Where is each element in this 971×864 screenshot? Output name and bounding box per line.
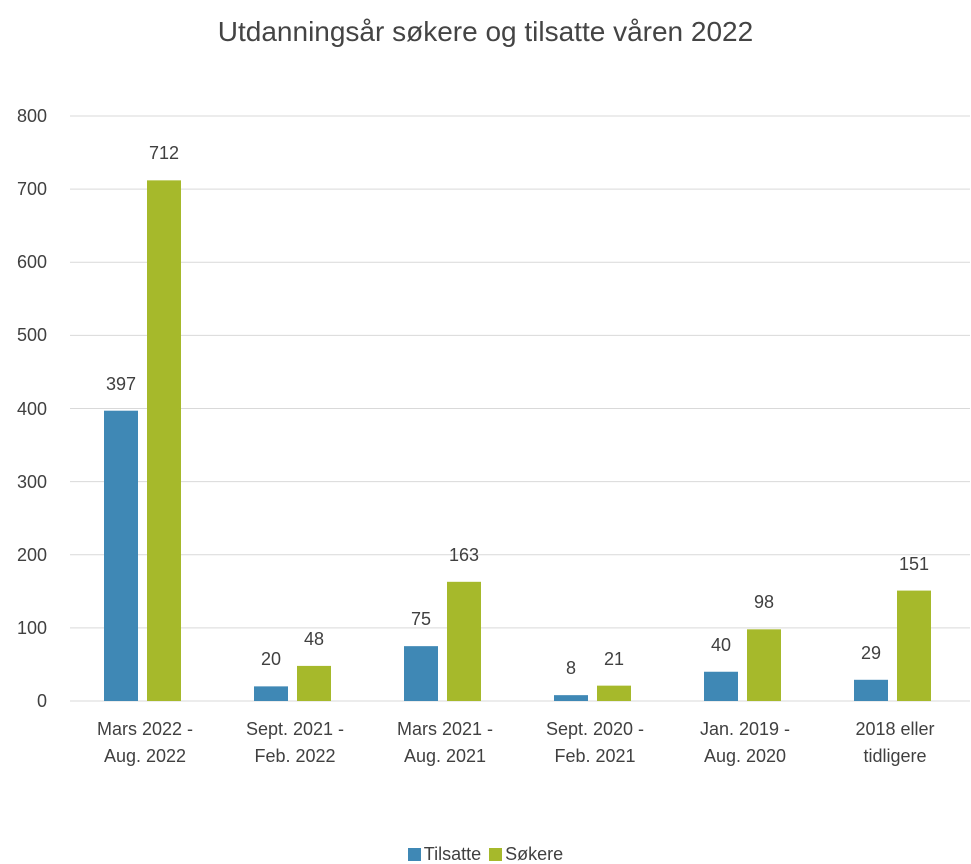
- x-tick-label: Mars 2021 - Aug. 2021: [396, 719, 494, 766]
- bar: [897, 590, 931, 701]
- y-tick-label: 400: [16, 398, 47, 419]
- data-label: 40: [710, 634, 732, 655]
- bar: [554, 695, 588, 701]
- bar: [147, 180, 181, 702]
- data-label: 163: [448, 544, 480, 565]
- bar: [254, 686, 288, 701]
- legend-swatch: [489, 848, 503, 861]
- bar: [704, 671, 738, 701]
- legend-item: Søkere: [489, 843, 563, 864]
- bar: [597, 685, 631, 701]
- x-tick-label: Jan. 2019 - Aug. 2020: [699, 719, 791, 766]
- chart-title: Utdanningsår søkere og tilsatte våren 20…: [217, 16, 754, 47]
- y-tick-label: 200: [16, 544, 47, 565]
- legend-item: Tilsatte: [407, 843, 482, 864]
- data-label: 151: [898, 553, 930, 574]
- data-label: 48: [303, 628, 325, 649]
- x-tick-label: Mars 2022 - Aug. 2022: [96, 719, 194, 766]
- data-label: 75: [410, 609, 432, 630]
- legend-label: Søkere: [505, 844, 564, 864]
- data-label: 98: [753, 592, 775, 613]
- x-tick-label: Sept. 2020 - Feb. 2021: [545, 719, 645, 766]
- bar: [404, 646, 438, 701]
- bar: [447, 581, 481, 701]
- x-tick-label: 2018 eller tidligere: [855, 719, 935, 766]
- legend: Tilsatte Søkere: [0, 843, 971, 864]
- data-label: 29: [860, 642, 882, 663]
- bar: [747, 629, 781, 701]
- bar: [297, 665, 331, 701]
- y-tick-label: 0: [36, 691, 47, 711]
- data-label: 8: [565, 658, 576, 679]
- y-tick-label: 700: [16, 179, 47, 200]
- y-tick-label: 800: [16, 106, 47, 126]
- data-label: 20: [260, 649, 282, 670]
- y-tick-label: 500: [16, 325, 47, 346]
- bar: [104, 410, 138, 701]
- legend-swatch: [407, 848, 421, 861]
- y-tick-label: 300: [16, 471, 47, 492]
- data-label: 21: [603, 648, 625, 669]
- y-tick-label: 600: [16, 252, 47, 273]
- legend-label: Tilsatte: [423, 844, 482, 864]
- y-tick-label: 100: [16, 617, 47, 638]
- data-label: 397: [105, 373, 137, 394]
- x-tick-label: Sept. 2021 - Feb. 2022: [245, 719, 345, 766]
- data-label: 712: [148, 143, 180, 164]
- bar: [854, 679, 888, 701]
